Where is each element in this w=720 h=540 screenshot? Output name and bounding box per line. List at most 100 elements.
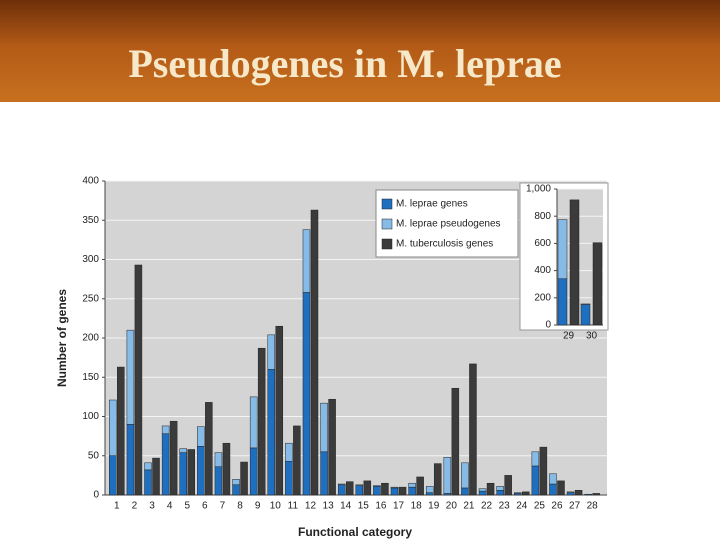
bar: [580, 303, 591, 305]
bar: [293, 425, 301, 496]
legend-swatch: [381, 198, 393, 210]
x-tick-label: 12: [305, 501, 317, 512]
x-tick-label: 21: [463, 501, 475, 512]
bar: [504, 475, 512, 496]
y-tick-label: 800: [534, 211, 551, 222]
bar: [267, 369, 276, 496]
bar: [574, 490, 583, 496]
bar: [345, 481, 354, 496]
x-tick-label: 16: [375, 501, 387, 512]
bar: [214, 466, 223, 496]
bar: [126, 329, 135, 425]
bar: [496, 490, 504, 496]
y-tick-label: 300: [82, 254, 99, 265]
x-tick-label: 23: [499, 501, 511, 512]
bar: [169, 420, 178, 496]
x-tick-label: 26: [551, 501, 563, 512]
x-tick-label: 7: [220, 501, 226, 512]
x-tick-label: 1: [114, 501, 120, 512]
bar: [496, 486, 504, 491]
bar: [461, 462, 469, 489]
bar: [566, 492, 575, 496]
bar: [390, 486, 399, 489]
bar: [187, 449, 195, 496]
bar: [390, 487, 399, 496]
bar: [373, 485, 381, 487]
y-tick-label: 200: [534, 292, 551, 303]
x-tick-label: 6: [202, 501, 208, 512]
bar: [249, 396, 258, 449]
bar: [557, 480, 565, 496]
y-tick-label: 350: [82, 215, 99, 226]
y-tick-label: 150: [82, 372, 99, 383]
bar: [355, 484, 364, 486]
bar: [302, 229, 311, 293]
x-tick-label: 3: [149, 501, 155, 512]
x-tick-label: 9: [255, 501, 261, 512]
bar: [328, 398, 336, 496]
bar: [152, 457, 160, 496]
legend-label: M. leprae genes: [396, 199, 468, 210]
x-tick-label: 15: [358, 501, 370, 512]
bar: [522, 491, 530, 496]
bar: [381, 482, 389, 496]
x-axis-label: Functional category: [298, 525, 412, 539]
bar: [486, 482, 495, 496]
x-tick-label: 24: [516, 501, 528, 512]
x-tick-label: 25: [534, 501, 546, 512]
bar: [569, 199, 580, 326]
bar: [416, 476, 424, 496]
bar: [117, 366, 125, 496]
bar: [161, 425, 170, 435]
x-tick-label: 27: [569, 501, 581, 512]
bar: [478, 488, 487, 492]
y-tick-label: 50: [88, 450, 100, 461]
bar: [232, 484, 240, 496]
bar: [584, 493, 592, 496]
bar: [363, 480, 372, 496]
bar: [144, 462, 152, 471]
bar: [478, 490, 487, 496]
x-tick-label: 17: [393, 501, 405, 512]
legend-frame: [375, 189, 519, 258]
y-tick-label: 400: [82, 176, 99, 187]
y-tick-label: 100: [82, 411, 99, 422]
bar: [214, 452, 223, 467]
bar: [469, 363, 477, 496]
x-tick-label: 4: [167, 501, 173, 512]
x-tick-label: 19: [428, 501, 440, 512]
bar: [320, 402, 328, 453]
x-tick-label: 5: [184, 501, 190, 512]
bar: [592, 493, 600, 496]
bar: [205, 402, 213, 496]
bar: [310, 209, 319, 496]
bar: [461, 487, 469, 496]
legend-label: M. tuberculosis genes: [396, 239, 493, 250]
bar: [240, 461, 248, 496]
x-tick-label: 18: [411, 501, 423, 512]
y-tick-label: 200: [82, 333, 99, 344]
x-tick-label: 14: [340, 501, 352, 512]
bar: [179, 448, 187, 453]
x-tick-label: 11: [288, 501, 299, 512]
bar: [433, 463, 442, 496]
bar: [557, 219, 568, 280]
bar: [302, 292, 311, 496]
x-tick-label: 30: [586, 331, 598, 342]
legend-swatch: [381, 218, 393, 230]
bar: [539, 446, 548, 496]
x-tick-label: 22: [481, 501, 493, 512]
bar: [531, 451, 540, 467]
bar: [549, 473, 557, 485]
slide-title: Pseudogenes in M. leprae: [128, 41, 562, 86]
bar: [179, 452, 187, 496]
bar: [408, 486, 416, 496]
bar: [197, 446, 205, 496]
bar: [161, 433, 170, 496]
bar: [320, 451, 328, 496]
y-axis-label: Number of genes: [55, 289, 69, 387]
bar: [337, 484, 346, 496]
bar: [566, 491, 575, 493]
